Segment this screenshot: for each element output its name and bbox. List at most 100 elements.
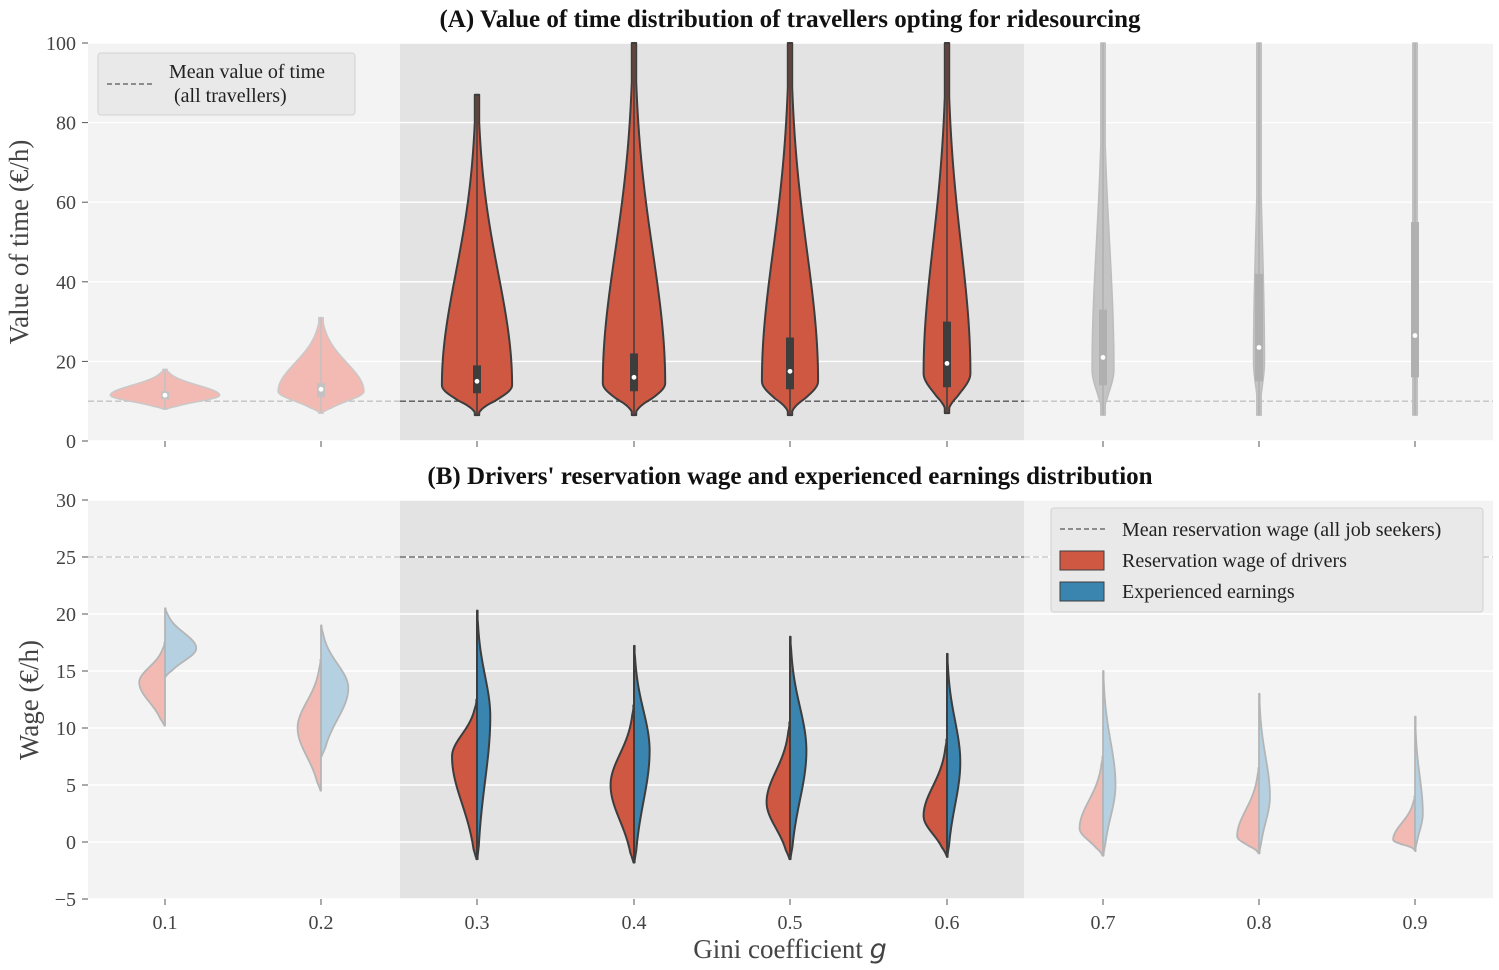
legend-swatch-reservation (1059, 550, 1105, 571)
violin-iqr-box (630, 353, 638, 392)
panel-b-title: (B) Drivers' reservation wage and experi… (427, 463, 1152, 490)
split-violin-0.1: 0.1 (138, 607, 198, 934)
x-tick-label: 0.7 (1091, 912, 1116, 934)
half-violin-reservation (765, 721, 791, 861)
x-tick-label: 0.6 (935, 912, 960, 934)
panel-a-y-label: Value of time (€/h) (4, 140, 34, 345)
violin-0.4 (601, 42, 667, 417)
x-axis-label-symbol: g (870, 934, 887, 965)
y-tick-label: 25 (56, 547, 76, 569)
panel-b-highlight-band (400, 500, 1024, 899)
split-violin-0.2: 0.2 (296, 624, 350, 934)
y-tick-label: 0 (66, 431, 76, 453)
violin-median-dot (162, 392, 168, 398)
x-axis-label: Gini coefficient g (693, 934, 887, 965)
y-tick-label: 60 (56, 192, 76, 214)
violin-median-dot (631, 374, 637, 380)
panel-a-legend: Mean value of time (all travellers) (97, 52, 356, 116)
half-violin-earnings (633, 644, 651, 864)
panel-a-violins (109, 42, 1419, 417)
half-violin-earnings (476, 609, 492, 861)
y-tick-label: 15 (56, 661, 76, 683)
panel-a-y-ticks: 0 20 40 60 80 100 (46, 33, 88, 453)
half-violin-earnings (946, 652, 962, 858)
half-violin-earnings (1414, 715, 1424, 853)
violin-median-dot (1100, 355, 1106, 360)
half-violin-earnings (320, 624, 350, 758)
violin-0.7 (1091, 42, 1115, 416)
panel-b-y-label: Wage (€/h) (14, 640, 44, 760)
half-violin-reservation (451, 698, 478, 861)
violin-median-dot (1256, 345, 1262, 350)
y-tick-label: 0 (66, 832, 76, 854)
half-violin-earnings (1102, 670, 1117, 857)
legend-box (97, 52, 356, 116)
half-violin-earnings (164, 607, 198, 678)
y-tick-label: 20 (56, 351, 76, 373)
y-tick-label: −5 (55, 889, 76, 911)
half-violin-reservation (296, 658, 322, 792)
half-violin-reservation (138, 641, 166, 727)
x-tick-label: 0.9 (1403, 912, 1428, 934)
half-violin-earnings (1258, 692, 1271, 855)
split-violin-0.9: 0.9 (1392, 715, 1428, 934)
legend-label-line2: (all travellers) (174, 85, 287, 107)
violin-0.6 (922, 42, 972, 415)
half-violin-reservation (922, 738, 948, 857)
panel-b-violins: 0.1 0.2 0.3 0.4 0.5 0.6 0.7 0.8 0.9 (138, 607, 1428, 934)
panel-a: 0 20 40 60 80 100 (A) Value of time distribut… (4, 6, 1493, 453)
split-violin-0.3: 0.3 (451, 609, 492, 934)
y-tick-label: 80 (56, 113, 76, 135)
x-axis-label-text: Gini coefficient (693, 934, 863, 964)
half-violin-reservation (609, 704, 635, 864)
legend-label-reservation: Reservation wage of drivers (1122, 550, 1347, 572)
x-tick-label: 0.5 (778, 912, 803, 934)
legend-box (1050, 507, 1484, 613)
violin-iqr-box (1255, 273, 1263, 382)
x-tick-label: 0.1 (153, 912, 178, 934)
x-tick-label: 0.2 (309, 912, 334, 934)
y-tick-label: 40 (56, 272, 76, 294)
violin-0.1 (109, 368, 221, 410)
legend-label-earnings: Experienced earnings (1122, 581, 1295, 603)
panel-b-x-ticks (164, 899, 1416, 905)
split-violin-0.8: 0.8 (1236, 692, 1272, 934)
x-tick-label: 0.8 (1247, 912, 1272, 934)
y-tick-label: 20 (56, 604, 76, 626)
panel-b-legend: Mean reservation wage (all job seekers) … (1050, 507, 1484, 613)
violin-0.2 (277, 316, 365, 414)
violin-0.8 (1252, 42, 1266, 416)
violin-0.3 (440, 93, 514, 417)
violin-median-dot (944, 360, 950, 366)
split-violin-0.6: 0.6 (922, 652, 962, 934)
panel-b-y-ticks: −5 0 5 10 15 20 25 30 (55, 490, 88, 911)
y-tick-label: 30 (56, 490, 76, 512)
split-violin-0.4: 0.4 (609, 644, 651, 934)
x-tick-label: 0.4 (622, 912, 647, 934)
violin-median-dot (787, 368, 793, 374)
violin-median-dot (318, 386, 324, 392)
violin-0.9 (1411, 42, 1419, 416)
panel-a-x-ticks (164, 441, 1416, 447)
split-violin-0.5: 0.5 (765, 635, 808, 934)
legend-label-line1: Mean value of time (169, 61, 325, 83)
violin-iqr-box (786, 337, 794, 390)
legend-swatch-earnings (1059, 581, 1105, 602)
x-tick-label: 0.3 (465, 912, 490, 934)
violin-median-dot (1412, 333, 1418, 338)
violin-iqr-box (1099, 309, 1107, 386)
legend-label-reference: Mean reservation wage (all job seekers) (1122, 519, 1441, 541)
panel-b: 0.1 0.2 0.3 0.4 0.5 0.6 0.7 0.8 0.9 −5 0 5 10 15 20 25… (14, 463, 1493, 965)
half-violin-reservation (1392, 795, 1416, 851)
y-tick-label: 5 (66, 775, 76, 797)
y-tick-label: 100 (46, 33, 76, 55)
violin-iqr-box (1411, 222, 1419, 378)
violin-median-dot (474, 378, 480, 384)
half-violin-reservation (1078, 755, 1104, 857)
y-tick-label: 10 (56, 718, 76, 740)
violin-0.5 (760, 42, 820, 417)
half-violin-reservation (1236, 767, 1260, 855)
violin-iqr-box (943, 321, 951, 388)
panel-a-title: (A) Value of time distribution of travel… (439, 6, 1141, 33)
